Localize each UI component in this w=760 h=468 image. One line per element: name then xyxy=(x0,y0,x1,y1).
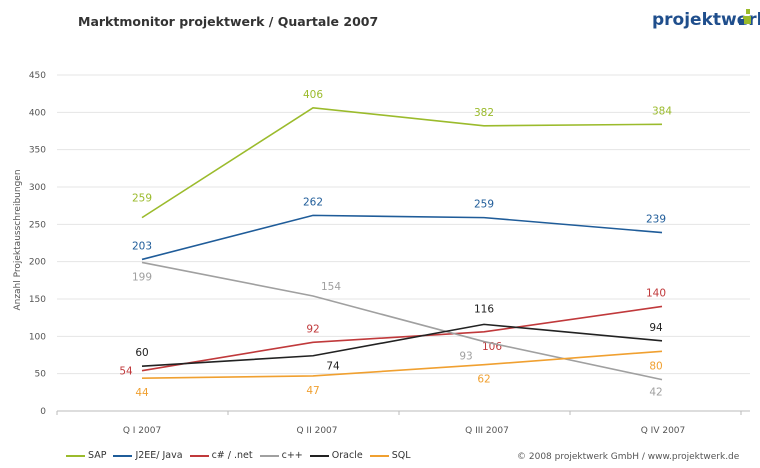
legend-label: SAP xyxy=(88,450,107,461)
x-tick-label: Q III 2007 xyxy=(465,426,509,436)
data-label: 262 xyxy=(303,196,323,208)
y-tick-label: 50 xyxy=(35,370,47,380)
data-label: 74 xyxy=(326,361,340,373)
chart-title: Marktmonitor projektwerk / Quartale 2007 xyxy=(78,14,379,29)
legend-swatch xyxy=(309,454,329,457)
y-tick-label: 100 xyxy=(29,332,46,342)
data-label: 94 xyxy=(649,322,663,334)
legend-item: c++ xyxy=(259,450,303,461)
logo-text: projektwerk xyxy=(652,10,760,30)
y-tick-label: 150 xyxy=(29,295,46,305)
series-line-j2ee-java xyxy=(141,214,663,261)
y-tick-label: 250 xyxy=(29,220,46,230)
data-label: 80 xyxy=(649,360,662,372)
data-label: 259 xyxy=(132,193,152,205)
series-line-c-net xyxy=(141,305,663,372)
legend-swatch xyxy=(259,454,279,457)
data-label: 62 xyxy=(477,374,490,386)
legend-label: SQL xyxy=(391,450,411,461)
data-label: 259 xyxy=(474,199,494,211)
data-label: 239 xyxy=(646,214,666,226)
data-label: 116 xyxy=(474,303,494,315)
legend-swatch xyxy=(189,454,209,457)
series-line-c- xyxy=(141,261,663,381)
data-label: 406 xyxy=(303,89,323,101)
data-label: 47 xyxy=(306,385,319,397)
legend-label: c# / .net xyxy=(211,450,253,461)
series-line-sql xyxy=(141,350,663,379)
data-label: 382 xyxy=(474,107,494,119)
legend-swatch xyxy=(66,454,85,457)
legend: SAP J2EE/ Java c# / .net c++ Oracle SQL xyxy=(66,450,414,461)
legend-label: c++ xyxy=(281,450,303,461)
data-label: 44 xyxy=(135,387,149,399)
data-label: 92 xyxy=(306,323,319,335)
data-label: 384 xyxy=(652,105,672,117)
legend-item: SQL xyxy=(369,450,411,461)
copyright: © 2008 projektwerk GmbH / www.projektwer… xyxy=(517,452,740,462)
legend-label: J2EE/ Java xyxy=(135,450,183,461)
data-label: 199 xyxy=(132,271,152,283)
data-label: 154 xyxy=(321,281,341,293)
series-line-sap xyxy=(141,107,663,219)
x-tick-label: Q I 2007 xyxy=(123,426,161,436)
legend-label: Oracle xyxy=(331,450,363,461)
legend-item: SAP xyxy=(66,450,106,461)
y-tick-label: 200 xyxy=(29,258,46,268)
x-tick-label: Q II 2007 xyxy=(296,426,337,436)
legend-item: c# / .net xyxy=(189,450,253,461)
legend-swatch xyxy=(113,454,133,457)
data-label: 60 xyxy=(135,347,148,359)
legend-swatch xyxy=(369,454,389,457)
legend-item: Oracle xyxy=(309,450,363,461)
legend-item: J2EE/ Java xyxy=(113,450,183,461)
y-tick-label: 300 xyxy=(29,183,46,193)
data-label: 140 xyxy=(646,287,666,299)
data-label: 54 xyxy=(119,366,133,378)
data-label: 42 xyxy=(649,387,662,399)
y-tick-label: 400 xyxy=(29,108,46,118)
series-line-oracle xyxy=(141,323,663,367)
y-tick-label: 450 xyxy=(29,71,46,81)
logo-mark-icon xyxy=(739,9,751,25)
y-tick-label: 0 xyxy=(40,407,46,417)
data-label: 203 xyxy=(132,240,152,252)
y-tick-label: 350 xyxy=(29,146,46,156)
data-label: 93 xyxy=(459,351,472,363)
x-tick-label: Q IV 2007 xyxy=(641,426,686,436)
